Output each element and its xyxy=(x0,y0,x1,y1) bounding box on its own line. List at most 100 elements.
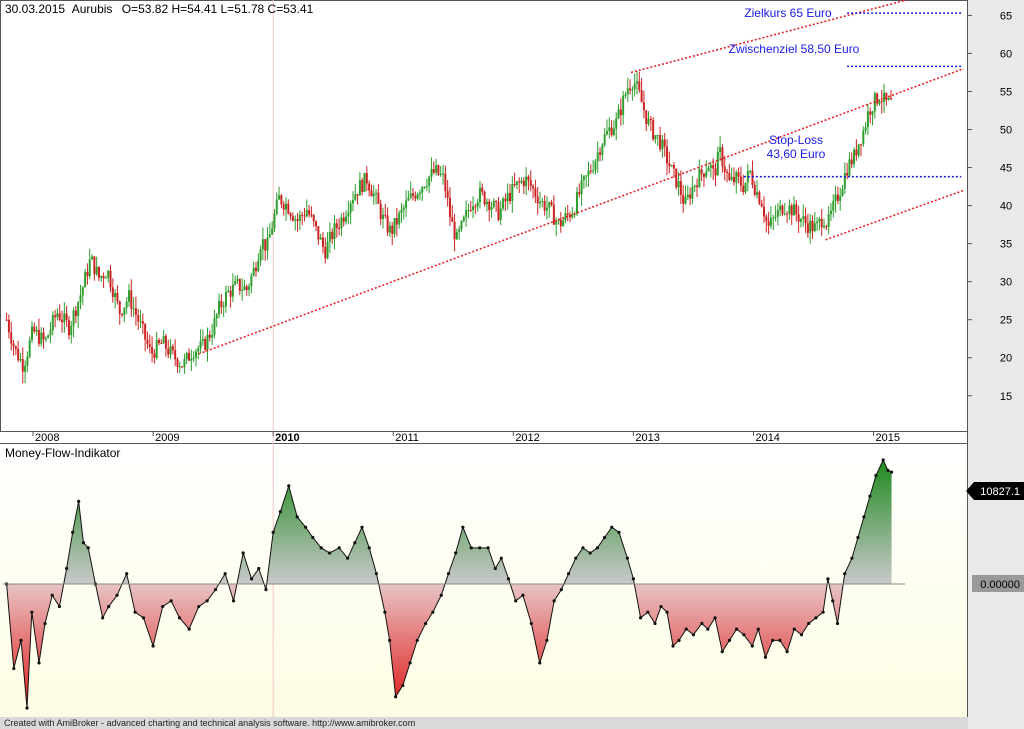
candle-body xyxy=(622,95,625,116)
mfi-point xyxy=(659,604,663,609)
mfi-point xyxy=(81,541,86,545)
candle-body xyxy=(705,171,708,177)
price-tick-label: 45 xyxy=(1000,163,1012,175)
candle-body xyxy=(114,292,117,298)
money-flow-series xyxy=(5,458,894,710)
price-pane-bg xyxy=(0,0,968,443)
mfi-point xyxy=(30,610,34,614)
candle-body xyxy=(7,319,10,333)
candle-body xyxy=(497,201,500,220)
mfi-point xyxy=(431,610,435,614)
mfi-point xyxy=(107,604,111,609)
candle-body xyxy=(238,279,241,291)
candle-body xyxy=(557,219,560,221)
candle-body xyxy=(756,192,759,195)
candle-body xyxy=(236,279,239,281)
candle-body xyxy=(645,110,648,125)
mfi-point xyxy=(197,604,201,609)
header-text: 30.03.2015 Aurubis O=53.82 H=54.41 L=51.… xyxy=(5,2,314,16)
candle-body xyxy=(58,313,61,320)
candle-body xyxy=(310,214,313,216)
candle-body xyxy=(17,348,20,361)
candle-body xyxy=(386,215,389,233)
candle-body xyxy=(629,88,632,91)
mfi-point xyxy=(446,572,451,576)
candle-body xyxy=(446,191,449,198)
candle-body xyxy=(109,270,112,288)
candle-body xyxy=(827,214,830,227)
candle-body xyxy=(432,169,435,173)
candle-body xyxy=(659,135,662,150)
candle-body xyxy=(806,223,809,233)
target-level-label: Zwischenziel 58,50 Euro xyxy=(729,42,860,56)
candle-body xyxy=(786,213,789,215)
candle-body xyxy=(652,119,655,140)
candle-body xyxy=(102,276,105,279)
candle-body xyxy=(84,271,87,288)
candle-body xyxy=(700,169,703,174)
candle-body xyxy=(185,352,188,360)
price-tick-label: 40 xyxy=(1000,201,1012,213)
candle-body xyxy=(271,228,274,235)
candle-body xyxy=(656,135,659,137)
mfi-point xyxy=(478,546,482,550)
candle-body xyxy=(460,221,463,230)
candle-body xyxy=(248,286,251,290)
candle-body xyxy=(174,350,177,360)
candle-body xyxy=(742,185,745,193)
mfi-point xyxy=(353,541,357,545)
candle-body xyxy=(832,200,835,211)
header-date: 30.03.2015 xyxy=(5,2,65,16)
candle-body xyxy=(541,200,544,202)
candle-body xyxy=(268,234,271,238)
candle-body xyxy=(414,195,417,199)
candle-body xyxy=(444,173,447,192)
candle-body xyxy=(619,109,622,116)
candle-body xyxy=(49,330,52,336)
candle-body xyxy=(130,290,133,309)
candle-body xyxy=(24,365,27,372)
candle-body xyxy=(617,109,620,119)
mfi-point xyxy=(169,599,173,603)
mfi-point xyxy=(394,695,398,699)
mfi-point xyxy=(71,530,75,534)
candle-body xyxy=(418,192,421,195)
mfi-point xyxy=(454,551,458,555)
mfi-point xyxy=(886,468,890,472)
candle-body xyxy=(811,220,814,232)
candle-body xyxy=(472,206,475,211)
header-ohlc: O=53.82 H=54.41 L=51.78 C=53.41 xyxy=(122,2,314,16)
candle-body xyxy=(732,177,735,183)
candle-body xyxy=(442,173,445,175)
candle-body xyxy=(816,221,819,224)
candle-body xyxy=(54,315,57,318)
candle-body xyxy=(788,205,791,214)
candle-body xyxy=(425,185,428,188)
mfi-point xyxy=(125,572,129,576)
candle-body xyxy=(259,249,262,261)
candle-body xyxy=(95,266,98,275)
candle-body xyxy=(224,291,227,307)
candle-body xyxy=(719,147,722,153)
candle-body xyxy=(127,290,130,302)
candle-body xyxy=(709,165,712,168)
time-tick-label: 2010 xyxy=(275,432,299,444)
candle-body xyxy=(368,183,371,191)
candle-body xyxy=(776,209,779,217)
mfi-point xyxy=(671,644,675,648)
candle-body xyxy=(635,81,638,84)
candle-body xyxy=(42,332,45,340)
candle-body xyxy=(254,267,257,272)
mfi-point xyxy=(814,616,818,620)
mfi-point xyxy=(57,604,62,609)
mfi-point xyxy=(807,621,811,626)
mfi-point xyxy=(843,572,847,576)
candle-body xyxy=(726,171,729,173)
candle-body xyxy=(93,256,96,275)
candle-body xyxy=(679,181,682,195)
candle-body xyxy=(499,208,502,220)
target-level-label: Stop-Loss xyxy=(769,133,823,147)
mfi-point xyxy=(862,515,866,519)
candle-body xyxy=(273,213,276,229)
candle-body xyxy=(610,127,613,136)
